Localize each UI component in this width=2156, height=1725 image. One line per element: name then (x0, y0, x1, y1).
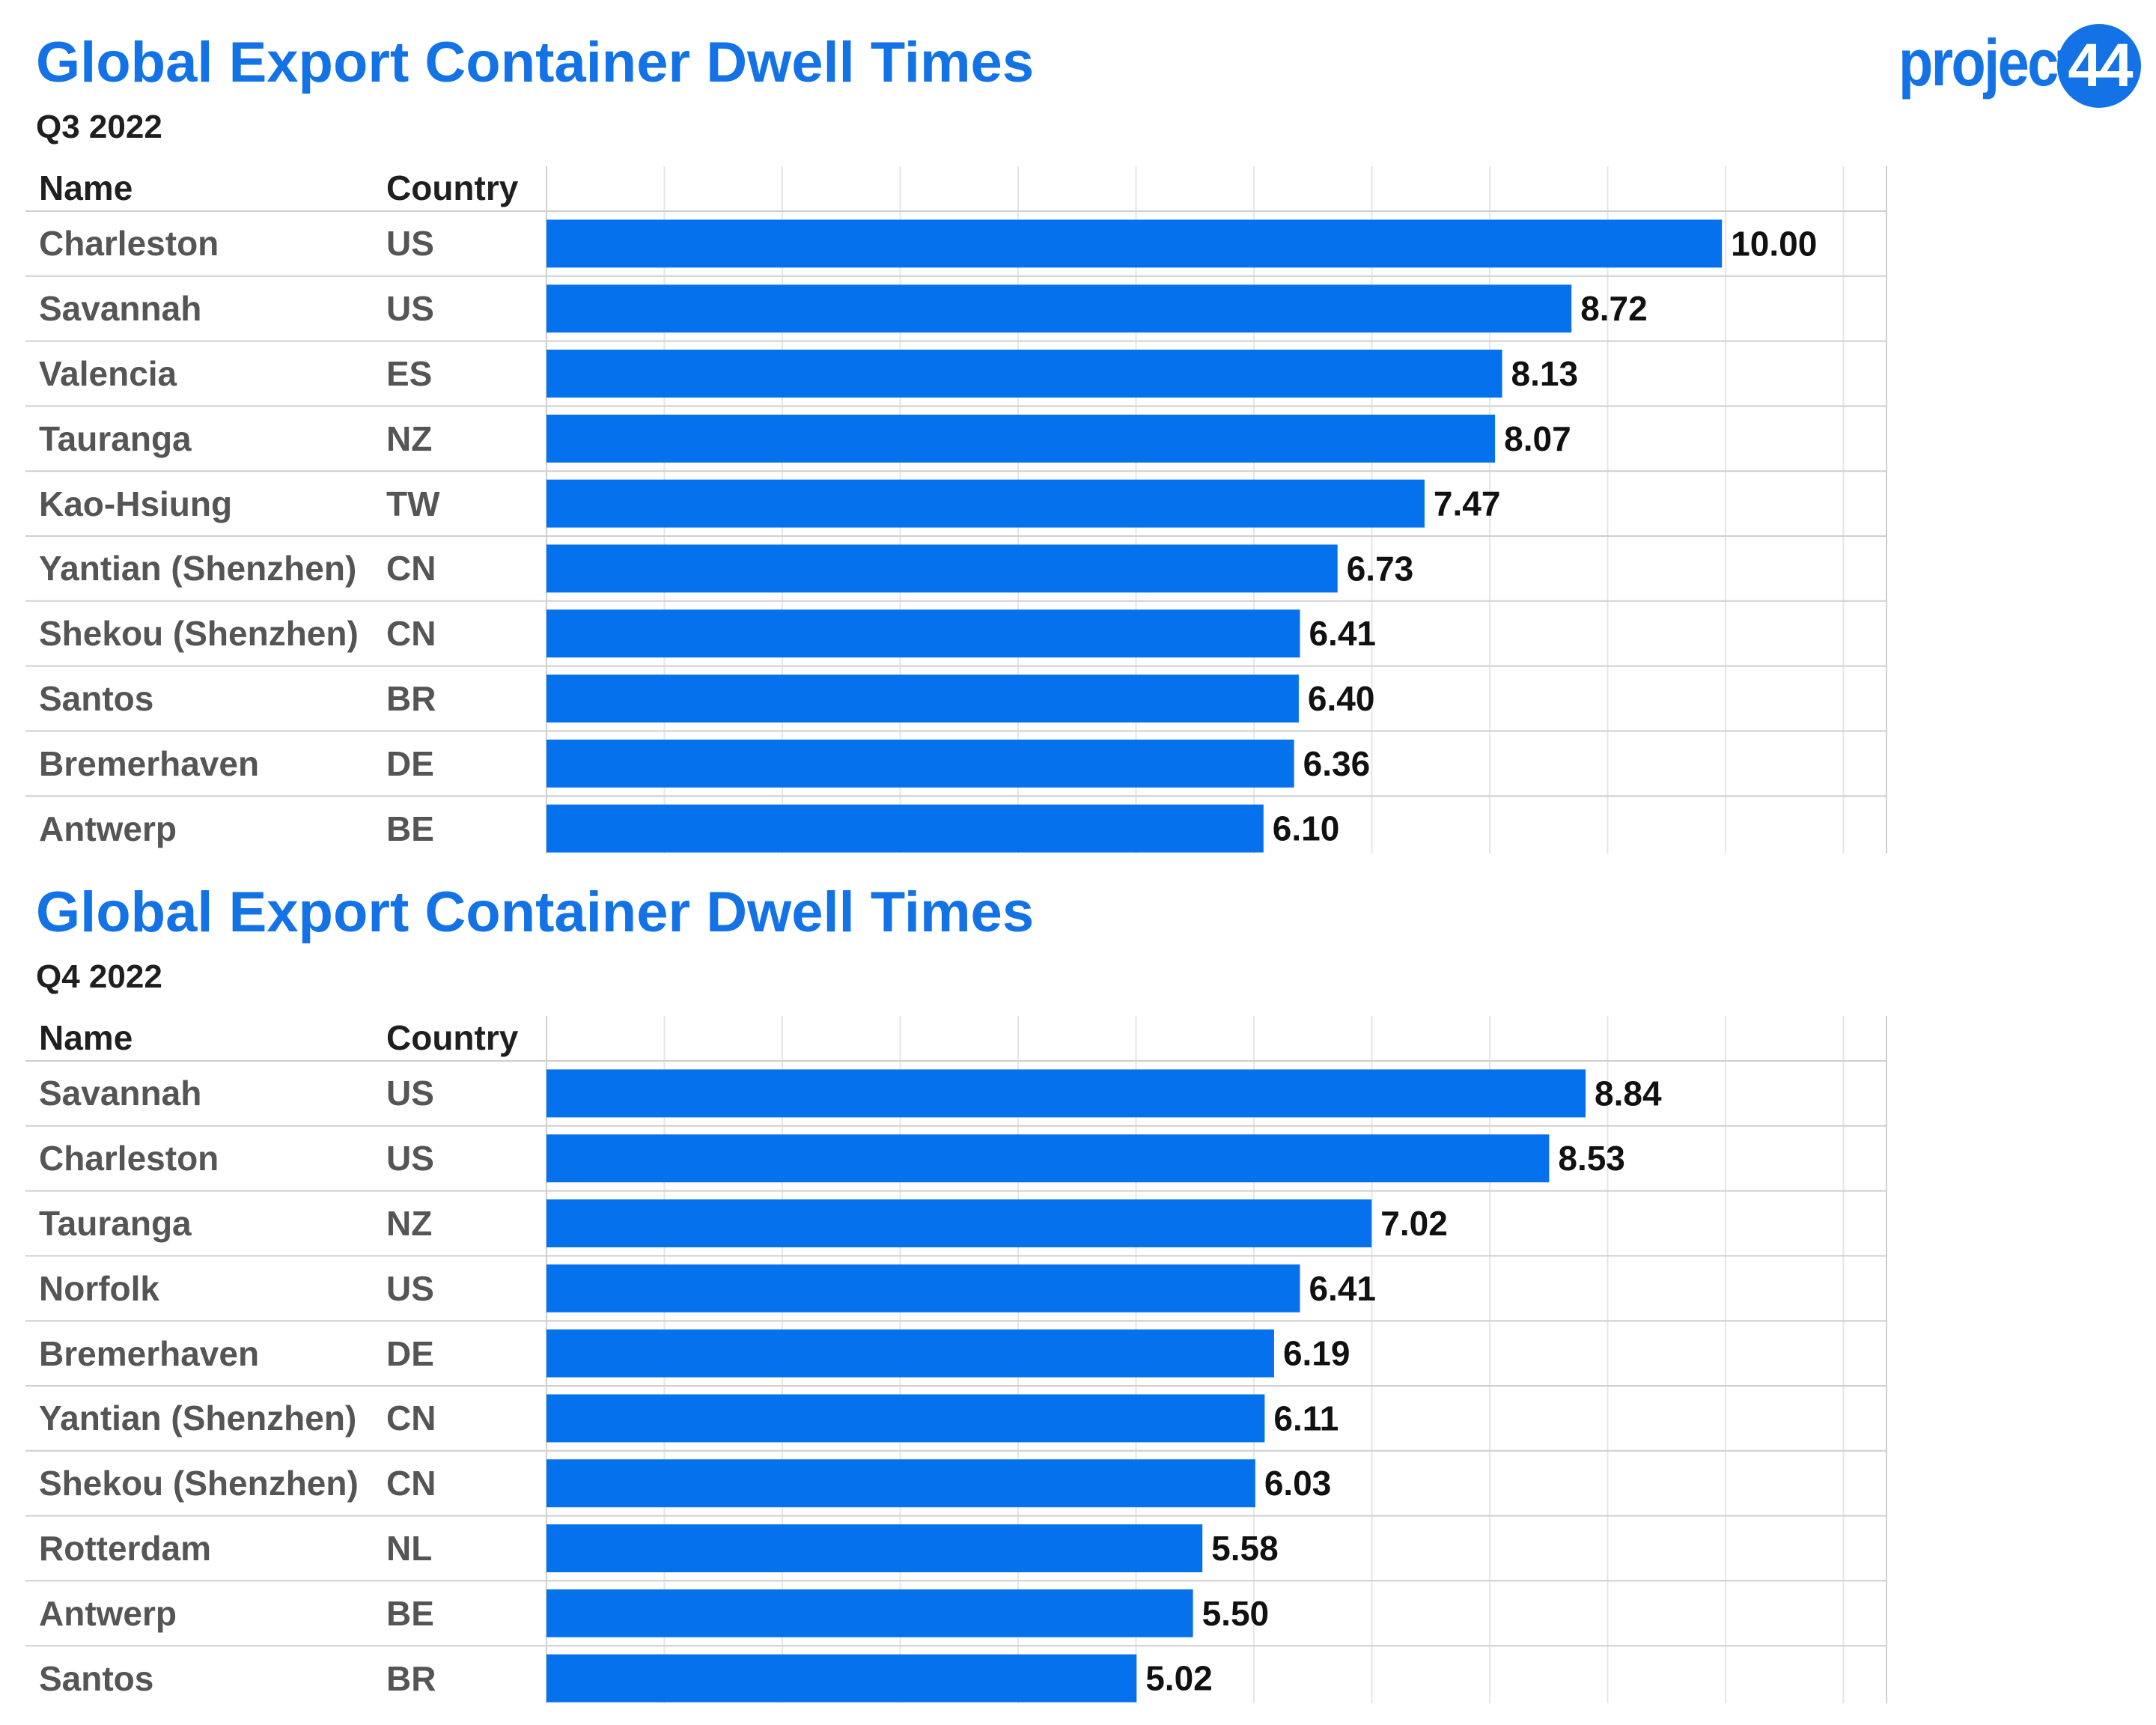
bar-value-label: 10.00 (1731, 224, 1817, 263)
port-name: Norfolk (39, 1268, 159, 1308)
bar-value-label: 8.13 (1511, 354, 1579, 393)
country-code: NL (386, 1529, 433, 1568)
country-column-header: Country (386, 168, 519, 207)
country-code: DE (386, 1333, 434, 1373)
bar-value-label: 5.02 (1145, 1659, 1213, 1698)
country-code: NZ (386, 1204, 433, 1243)
country-code: US (386, 289, 434, 329)
bar (546, 544, 1338, 593)
name-column-header: Name (39, 168, 133, 207)
bar-value-label: 6.03 (1264, 1464, 1332, 1503)
bar-value-label: 6.40 (1308, 679, 1375, 718)
bar-value-label: 6.11 (1273, 1399, 1339, 1438)
row-separators (25, 210, 1886, 797)
bar (546, 1134, 1550, 1183)
bar-value-label: 6.19 (1283, 1334, 1350, 1373)
bar-value-label: 7.02 (1380, 1204, 1448, 1243)
country-code: CN (386, 1399, 436, 1438)
port-name: Antwerp (39, 809, 177, 848)
country-code: ES (386, 354, 433, 393)
name-column-header: Name (39, 1018, 133, 1057)
country-code: US (386, 1139, 434, 1178)
port-name: Santos (39, 1658, 154, 1698)
port-name: Charleston (39, 224, 219, 264)
port-name: Bremerhaven (39, 743, 260, 783)
bar (546, 804, 1264, 853)
port-name: Bremerhaven (39, 1333, 260, 1373)
bar (546, 479, 1425, 528)
chart-title: Global Export Container Dwell Times (36, 880, 1035, 944)
port-name: Santos (39, 679, 154, 718)
bar-value-label: 5.50 (1202, 1594, 1270, 1633)
port-name: Yantian (Shenzhen) (39, 1399, 357, 1438)
country-code: DE (386, 743, 434, 783)
bar-value-label: 8.72 (1580, 289, 1648, 328)
port-name: Tauranga (39, 1204, 192, 1243)
bar (546, 1459, 1255, 1508)
bar-value-label: 5.58 (1211, 1529, 1279, 1568)
project44-logo: project 44 (1898, 21, 2141, 111)
port-name: Savannah (39, 1074, 202, 1113)
chart-subtitle: Q4 2022 (36, 958, 162, 995)
country-code: CN (386, 549, 436, 588)
bar (546, 219, 1723, 268)
bar (546, 1654, 1137, 1703)
bar-value-label: 8.84 (1595, 1074, 1662, 1113)
bar (546, 609, 1300, 658)
country-code: US (386, 1074, 434, 1113)
chart-title: Global Export Container Dwell Times (36, 31, 1035, 94)
bar (546, 1264, 1300, 1312)
bar-plot: 10.00 8.728.13 8.077.47 6.73 6.41 6.40 6.36 6.1… (25, 166, 1887, 854)
port-name: Shekou (Shenzhen) (39, 614, 359, 654)
port-name: Tauranga (39, 419, 192, 458)
country-code: CN (386, 614, 436, 654)
bar-value-label: 6.73 (1347, 549, 1414, 588)
bar (546, 739, 1294, 788)
bar-value-label: 7.47 (1434, 484, 1501, 523)
port-name: Savannah (39, 289, 202, 329)
port-name: Valencia (39, 354, 177, 393)
bar-plot: 8.84 8.53 7.026.41 6.19 6.11 6.03 5.58 5.50 5.02 (25, 1016, 1887, 1703)
bar-value-label: 6.36 (1303, 744, 1371, 783)
port-name: Shekou (Shenzhen) (39, 1464, 359, 1503)
port-name: Kao-Hsiung (39, 484, 233, 523)
country-code: US (386, 224, 434, 264)
port-name: Antwerp (39, 1593, 177, 1633)
row-separators (25, 1060, 1886, 1647)
port-name: Yantian (Shenzhen) (39, 549, 357, 588)
bar-value-label: 6.41 (1309, 614, 1376, 653)
bar-value-label: 8.07 (1504, 419, 1571, 458)
country-code: US (386, 1268, 434, 1308)
bar (546, 1394, 1265, 1443)
bar (546, 1329, 1274, 1378)
country-code: BE (386, 809, 434, 848)
bar (546, 1199, 1372, 1247)
bar-value-label: 6.41 (1309, 1269, 1376, 1308)
country-code: BE (386, 1593, 434, 1633)
bar (546, 675, 1299, 722)
bar (546, 350, 1502, 398)
bar (546, 1589, 1193, 1637)
bar (546, 414, 1496, 463)
country-code: BR (386, 1658, 436, 1698)
port-name: Rotterdam (39, 1529, 212, 1568)
bar-value-label: 6.10 (1273, 809, 1340, 848)
bar-value-label: 8.53 (1558, 1139, 1625, 1178)
country-code: NZ (386, 419, 433, 458)
logo-circle (2057, 24, 2141, 108)
country-column-header: Country (386, 1018, 519, 1057)
country-code: BR (386, 679, 436, 718)
logo-text: project (1898, 25, 2076, 100)
q4-dwell-chart-panel: Global Export Container Dwell Times Q4 2… (0, 850, 2156, 1703)
bar (546, 1069, 1586, 1118)
chart-subtitle: Q3 2022 (36, 109, 162, 145)
q3-dwell-chart-panel: Global Export Container Dwell Times Q3 2… (0, 0, 2156, 854)
country-code: CN (386, 1464, 436, 1503)
bar (546, 1524, 1203, 1572)
logo-number: 44 (2068, 31, 2133, 100)
bar (546, 285, 1572, 333)
country-code: TW (386, 484, 440, 523)
port-name: Charleston (39, 1139, 219, 1178)
